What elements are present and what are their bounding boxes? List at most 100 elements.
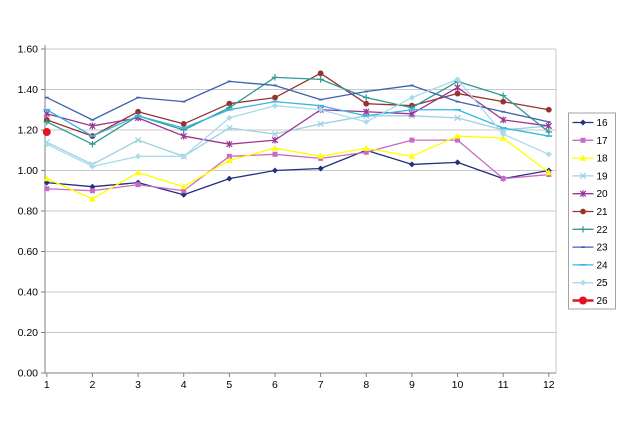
y-axis-tick-label: 0.60 bbox=[18, 246, 39, 258]
series-20-marker bbox=[408, 110, 416, 118]
series-line-21 bbox=[46, 72, 550, 137]
legend-label-26: 26 bbox=[597, 296, 609, 307]
series-line-24 bbox=[46, 101, 550, 137]
series-17-marker bbox=[409, 137, 415, 143]
series-22-marker bbox=[545, 128, 552, 136]
legend-marker-19 bbox=[579, 172, 587, 180]
y-axis-tick-label: 1.20 bbox=[18, 125, 39, 137]
series-25-marker bbox=[408, 94, 415, 101]
series-26-marker bbox=[42, 128, 51, 137]
series-21-marker bbox=[135, 108, 141, 115]
series-16-marker bbox=[317, 165, 324, 172]
series-22-marker bbox=[43, 118, 50, 126]
series-line-22 bbox=[46, 76, 550, 145]
x-axis-tick-label: 12 bbox=[543, 379, 555, 391]
series-17-marker bbox=[135, 182, 141, 188]
series-20-marker bbox=[499, 116, 507, 124]
x-axis-tick-label: 7 bbox=[318, 379, 324, 391]
series-20-marker bbox=[545, 122, 553, 130]
legend-marker-26 bbox=[579, 296, 587, 305]
series-line-17 bbox=[46, 139, 550, 192]
x-axis-tick-label: 6 bbox=[272, 379, 278, 391]
series-19-marker bbox=[454, 114, 461, 122]
series-18-marker bbox=[226, 156, 233, 163]
series-18-marker bbox=[180, 183, 187, 190]
series-21-marker bbox=[363, 100, 370, 107]
y-axis-tick-label: 0.00 bbox=[18, 368, 39, 380]
y-axis-tick-label: 1.40 bbox=[18, 84, 39, 96]
x-axis-tick-label: 4 bbox=[181, 379, 187, 391]
series-line-19 bbox=[46, 115, 550, 166]
legend-marker-17 bbox=[580, 137, 586, 143]
series-18-marker bbox=[43, 175, 50, 182]
legend-label-20: 20 bbox=[597, 189, 609, 200]
series-line-18 bbox=[46, 135, 550, 200]
series-21-marker bbox=[317, 70, 324, 77]
series-17-marker bbox=[500, 176, 506, 182]
legend-marker-16 bbox=[580, 119, 586, 126]
legend-label-17: 17 bbox=[597, 136, 609, 147]
y-axis-tick-label: 0.80 bbox=[18, 206, 39, 218]
x-axis-tick-label: 2 bbox=[90, 379, 96, 391]
series-16-marker bbox=[89, 183, 96, 190]
series-18-marker bbox=[363, 144, 370, 151]
x-axis-tick-label: 3 bbox=[135, 379, 141, 391]
x-axis-tick-label: 8 bbox=[363, 379, 369, 391]
series-20-marker bbox=[89, 122, 96, 130]
series-22-marker bbox=[499, 92, 507, 99]
x-axis-tick-label: 11 bbox=[498, 379, 509, 391]
series-20-marker bbox=[43, 110, 51, 118]
legend-label-21: 21 bbox=[597, 207, 609, 218]
series-21-marker bbox=[180, 121, 187, 127]
series-25-marker bbox=[226, 114, 233, 121]
series-22-marker bbox=[89, 140, 96, 148]
legend-label-19: 19 bbox=[597, 171, 609, 182]
x-axis-tick-label: 1 bbox=[44, 379, 50, 391]
series-18-marker bbox=[545, 169, 552, 176]
series-19-marker bbox=[134, 136, 142, 144]
series-17-marker bbox=[89, 188, 95, 194]
series-16-marker bbox=[180, 191, 187, 198]
x-axis-tick-label: 9 bbox=[409, 379, 415, 391]
series-22-marker bbox=[271, 74, 279, 81]
series-25-marker bbox=[89, 163, 96, 170]
series-17-marker bbox=[181, 188, 187, 194]
y-axis-tick-label: 1.60 bbox=[18, 44, 39, 56]
legend-label-24: 24 bbox=[597, 260, 609, 271]
series-25-marker bbox=[135, 153, 142, 160]
series-16-marker bbox=[454, 159, 461, 166]
series-19-marker bbox=[271, 130, 279, 138]
series-22-marker bbox=[317, 76, 324, 83]
series-19-marker bbox=[317, 120, 324, 128]
legend-marker-25 bbox=[580, 279, 586, 286]
series-17-marker bbox=[272, 151, 278, 157]
legend-marker-22 bbox=[579, 226, 587, 233]
series-20-marker bbox=[180, 132, 187, 140]
x-axis-tick-label: 5 bbox=[226, 379, 232, 391]
series-line-16 bbox=[46, 149, 550, 196]
series-19-marker bbox=[226, 124, 233, 132]
series-25-marker bbox=[454, 76, 461, 83]
x-axis-tick-label: 10 bbox=[452, 379, 464, 391]
legend-label-18: 18 bbox=[597, 154, 609, 165]
legend-marker-21 bbox=[580, 208, 586, 215]
series-17-marker bbox=[226, 153, 232, 159]
series-18-marker bbox=[271, 144, 279, 151]
series-21-marker bbox=[272, 94, 278, 101]
series-25-marker bbox=[363, 118, 370, 125]
series-21-marker bbox=[454, 90, 461, 97]
series-20-marker bbox=[271, 136, 279, 144]
series-25-marker bbox=[317, 106, 324, 113]
series-18-marker bbox=[317, 152, 324, 159]
series-25-marker bbox=[180, 153, 187, 160]
series-25-marker bbox=[43, 141, 50, 148]
series-25-marker bbox=[271, 102, 278, 109]
series-18-marker bbox=[499, 134, 507, 141]
series-16-marker bbox=[226, 175, 233, 182]
legend-marker-20 bbox=[579, 190, 587, 198]
series-17-marker bbox=[363, 149, 369, 155]
legend-label-22: 22 bbox=[597, 225, 609, 236]
series-21-marker bbox=[500, 98, 507, 105]
